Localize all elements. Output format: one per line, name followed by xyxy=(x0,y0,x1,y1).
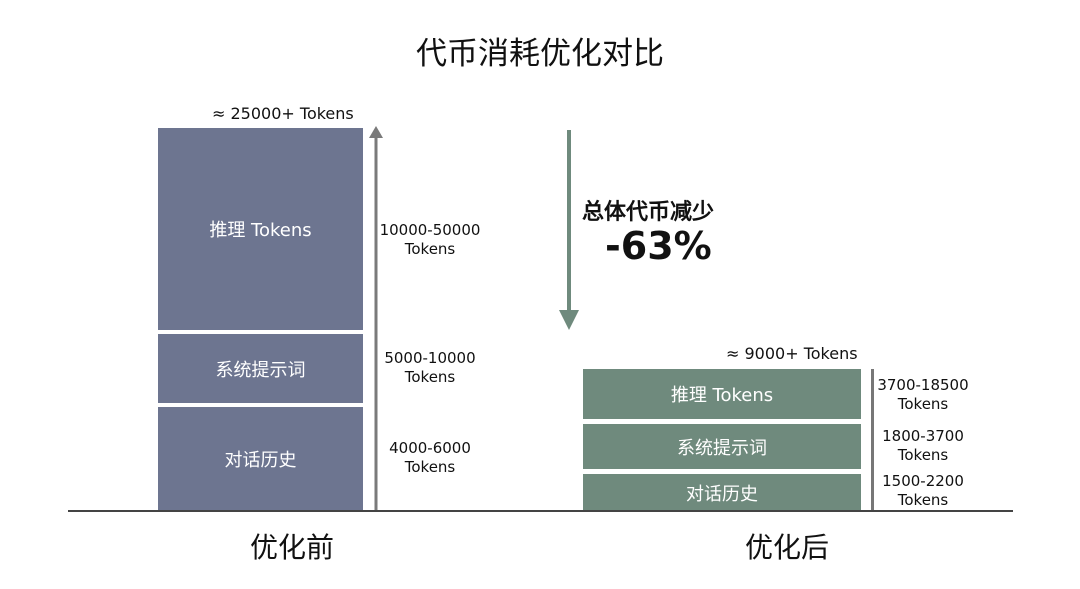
after-range-reasoning-unit: Tokens xyxy=(897,395,949,413)
after-block-system-prompt-label: 系统提示词 xyxy=(677,437,767,459)
before-group-label: 优化前 xyxy=(250,531,335,564)
after-range-reasoning: 3700-18500 Tokens xyxy=(870,376,976,414)
after-block-reasoning-label: 推理 Tokens xyxy=(670,385,774,406)
baseline xyxy=(68,510,1013,512)
before-range-history-value: 4000-6000 xyxy=(389,439,471,457)
after-range-reasoning-value: 3700-18500 xyxy=(877,376,969,394)
before-range-reasoning-unit: Tokens xyxy=(404,240,456,258)
before-block-reasoning: 推理 Tokens xyxy=(158,128,363,330)
after-range-history-value: 1500-2200 xyxy=(882,472,964,490)
before-range-system-prompt-unit: Tokens xyxy=(404,368,456,386)
after-range-system-prompt: 1800-3700 Tokens xyxy=(870,427,976,465)
before-total-label: ≈ 25000+ Tokens xyxy=(212,104,354,123)
before-block-system-prompt: 系统提示词 xyxy=(158,334,363,403)
after-block-history: 对话历史 xyxy=(583,474,861,511)
after-range-system-prompt-value: 1800-3700 xyxy=(882,427,964,445)
diagram-title: 代币消耗优化对比 xyxy=(416,36,664,72)
after-range-history: 1500-2200 Tokens xyxy=(870,472,976,510)
before-range-system-prompt: 5000-10000 Tokens xyxy=(375,349,485,387)
before-range-reasoning-value: 10000-50000 xyxy=(379,221,481,239)
before-block-history: 对话历史 xyxy=(158,407,363,511)
before-range-reasoning: 10000-50000 Tokens xyxy=(375,221,485,259)
after-group-label: 优化后 xyxy=(745,531,830,564)
before-block-system-prompt-label: 系统提示词 xyxy=(215,359,306,381)
after-range-system-prompt-unit: Tokens xyxy=(897,446,949,464)
before-range-history: 4000-6000 Tokens xyxy=(375,439,485,477)
after-block-reasoning: 推理 Tokens xyxy=(583,369,861,419)
before-block-history-label: 对话历史 xyxy=(224,450,297,471)
after-block-history-label: 对话历史 xyxy=(686,483,758,505)
after-block-system-prompt: 系统提示词 xyxy=(583,424,861,469)
before-block-reasoning-label: 推理 Tokens xyxy=(209,220,312,241)
before-range-history-unit: Tokens xyxy=(404,458,456,476)
before-range-system-prompt-value: 5000-10000 xyxy=(384,349,476,367)
reduction-percent: -63% xyxy=(605,224,712,268)
reduction-down-arrow xyxy=(559,130,579,330)
reduction-text: 总体代币减少 xyxy=(582,200,715,225)
before-up-arrow xyxy=(369,126,383,512)
after-range-line xyxy=(871,369,874,511)
after-range-history-unit: Tokens xyxy=(897,491,949,509)
after-total-label: ≈ 9000+ Tokens xyxy=(726,344,858,363)
